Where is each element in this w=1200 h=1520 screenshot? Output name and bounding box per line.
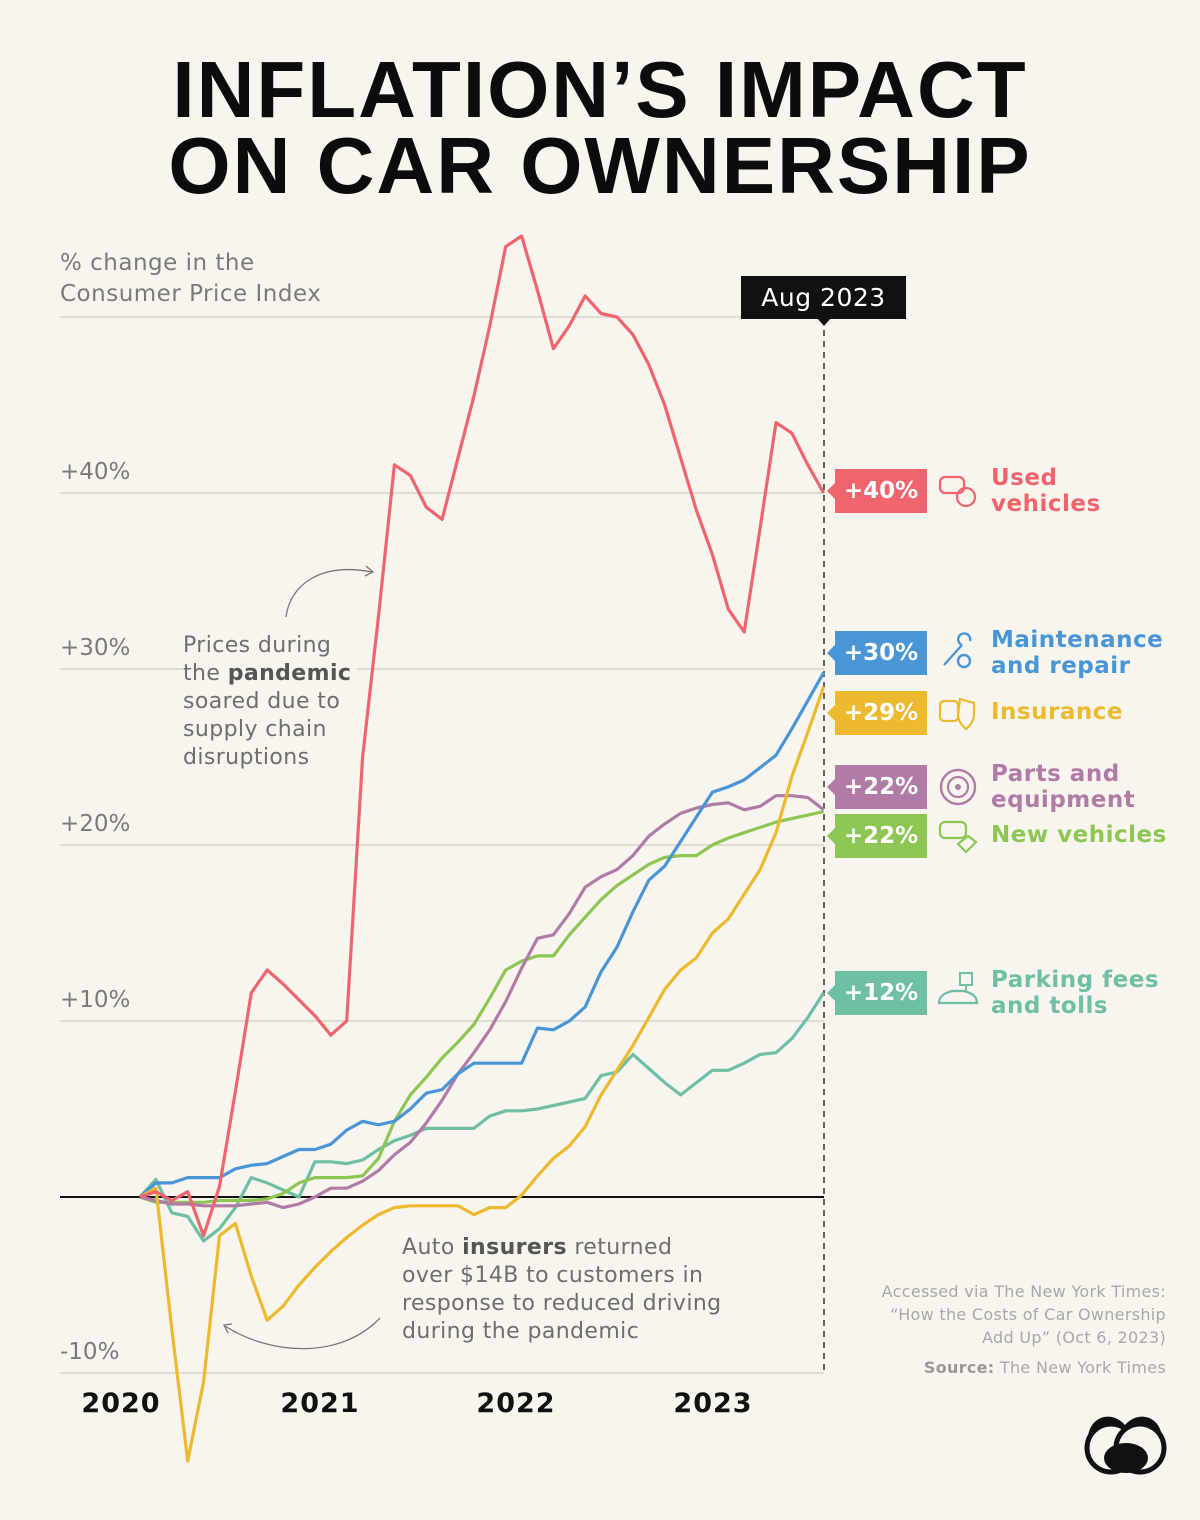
series-label-maintenance: Maintenance and repair [991, 627, 1163, 679]
aug-2023-label: Aug 2023 [741, 276, 906, 319]
pandemic-annotation: Prices during the pandemic soared due to… [183, 632, 358, 772]
y-axis-title-line-2: Consumer Price Index [60, 281, 322, 307]
y-axis-title-line-1: % change in the [60, 250, 255, 276]
annotation-line: response to reduced driving [402, 1291, 722, 1316]
x-tick-label: 2022 [476, 1388, 556, 1419]
end-value-badge-parts: +22% [827, 765, 927, 809]
title-line-1: INFLATION’S IMPACT [172, 45, 1028, 134]
logo-icon [1084, 1416, 1167, 1475]
series-label-line: and repair [991, 653, 1131, 679]
y-tick-label: +40% [60, 459, 131, 485]
series-line-maintenance [138, 671, 826, 1199]
series-line-used [139, 234, 826, 1238]
insurers-annotation: Auto insurers returned over $14B to cust… [402, 1234, 722, 1346]
series-line-insurance [139, 686, 826, 1463]
y-tick-label: +30% [60, 635, 131, 661]
used-car-icon [936, 469, 980, 513]
aug-2023-pointer [817, 318, 831, 326]
car-shield-icon [936, 691, 980, 735]
series-label-new: New vehicles [991, 822, 1167, 848]
parking-car-icon [936, 971, 980, 1015]
y-tick-label: +20% [60, 811, 131, 837]
end-value-badge-parking: +12% [827, 971, 927, 1015]
annotation-line: soared due to [183, 689, 341, 714]
annotation-text: the [183, 661, 228, 686]
accessed-line: “How the Costs of Car Ownership [890, 1305, 1166, 1324]
series-label-parts: Parts and equipment [991, 761, 1135, 813]
series-label-line: Parts and [991, 761, 1120, 787]
annotation-line: over $14B to customers in [402, 1263, 704, 1288]
accessed-line: Accessed via The New York Times: [881, 1282, 1166, 1301]
annotation-line: Prices during [183, 633, 332, 658]
y-axis-title: % change in the Consumer Price Index [60, 248, 321, 310]
series-label-line: Insurance [991, 699, 1123, 725]
end-value-badge-new: +22% [827, 814, 927, 858]
x-tick-label: 2020 [81, 1388, 161, 1419]
series-label-line: Maintenance [991, 627, 1164, 653]
annotation-line: during the pandemic [402, 1319, 640, 1344]
end-value-badge-used: +40% [827, 469, 927, 513]
wrench-gear-icon [936, 631, 980, 675]
series-line-new [139, 810, 825, 1204]
series-line-parking [138, 991, 826, 1243]
y-tick-label: -10% [60, 1339, 120, 1365]
series-label-line: Parking fees [991, 967, 1160, 993]
end-value-badge-insurance: +29% [827, 691, 927, 735]
end-value-badge-maintenance: +30% [827, 631, 927, 675]
series-label-line: and tolls [991, 993, 1109, 1019]
annotation-text: Auto [402, 1235, 463, 1260]
annotation-bold: insurers [462, 1235, 567, 1260]
insurers-arrowhead [223, 1323, 233, 1334]
series-label-line: vehicles [991, 491, 1101, 517]
x-tick-label: 2023 [673, 1388, 753, 1419]
series-label-line: equipment [991, 787, 1136, 813]
annotation-bold: pandemic [227, 661, 352, 686]
accessed-line: Add Up” (Oct 6, 2023) [982, 1328, 1166, 1347]
series-label-parking: Parking fees and tolls [991, 967, 1159, 1019]
annotation-line: disruptions [183, 745, 310, 770]
insurers-annotation-arrow [224, 1317, 381, 1350]
source-note: Accessed via The New York Times: “How th… [882, 1280, 1166, 1379]
series-label-insurance: Insurance [991, 699, 1123, 725]
pandemic-annotation-arrow [285, 568, 373, 618]
series-label-line: New vehicles [991, 822, 1167, 848]
source-label: Source: [923, 1358, 995, 1377]
annotation-line: supply chain [183, 717, 327, 742]
annotation-text: returned [566, 1235, 673, 1260]
x-tick-label: 2021 [280, 1388, 360, 1419]
series-label-used: Used vehicles [991, 465, 1101, 517]
title-line-2: ON CAR OWNERSHIP [168, 121, 1032, 210]
pandemic-arrowhead [364, 565, 375, 577]
series-line-parts [139, 794, 825, 1210]
source-value: The New York Times [994, 1358, 1166, 1377]
y-tick-label: +10% [60, 987, 131, 1013]
new-car-tag-icon [936, 814, 980, 858]
tire-icon [936, 765, 980, 809]
series-label-line: Used [991, 465, 1058, 491]
